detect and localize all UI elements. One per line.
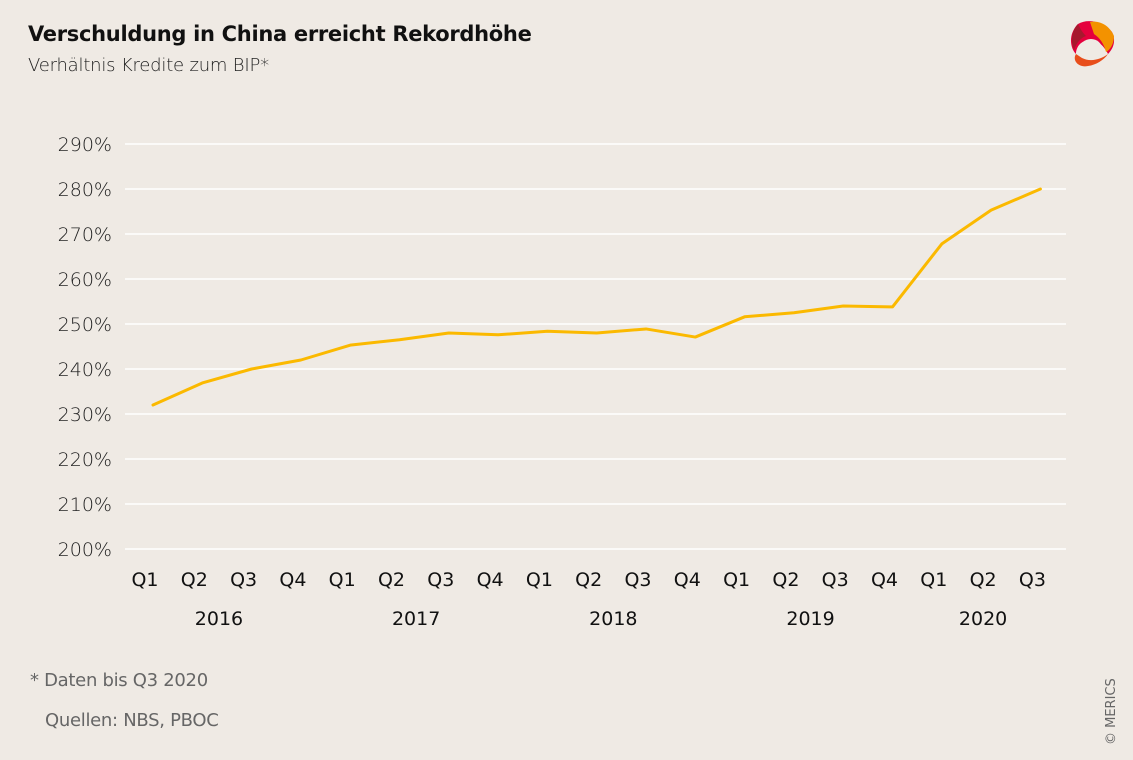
x-year-label: 2016	[195, 608, 243, 630]
x-tick-label: Q3	[230, 569, 257, 591]
x-axis: Q1 Q2 Q3 Q4 Q1 Q2 Q3 Q4 Q1 Q2 Q3 Q4 Q1 Q2 Q3 Q4 Q1 Q2 Q3	[131, 569, 1045, 591]
x-tick-label: Q4	[674, 569, 701, 591]
y-tick-label: 220%	[58, 449, 112, 471]
x-year-label: 2020	[959, 608, 1007, 630]
x-axis-years: 2016 2017 2018 2019 2020	[195, 608, 1008, 630]
copyright-credit: © MERICS	[1104, 678, 1119, 745]
line-chart: 200% 210% 220% 230% 240% 250% 260% 270% 280% 290%…	[58, 134, 1066, 630]
series-line	[151, 187, 1042, 407]
x-tick-label: Q1	[526, 569, 553, 591]
y-tick-label: 250%	[58, 314, 112, 336]
x-tick-label: Q2	[181, 569, 208, 591]
x-tick-label: Q2	[772, 569, 799, 591]
x-tick-label: Q3	[1019, 569, 1046, 591]
x-tick-label: Q3	[822, 569, 849, 591]
x-tick-label: Q3	[624, 569, 651, 591]
x-year-label: 2019	[786, 608, 834, 630]
chart-subtitle: Verhältnis Kredite zum BIP*	[28, 55, 269, 76]
x-tick-label: Q4	[477, 569, 504, 591]
y-tick-label: 270%	[58, 224, 112, 246]
y-tick-label: 210%	[58, 494, 112, 516]
y-tick-label: 230%	[58, 404, 112, 426]
x-tick-label: Q1	[131, 569, 158, 591]
x-tick-label: Q3	[427, 569, 454, 591]
chart-title: Verschuldung in China erreicht Rekordhöh…	[28, 22, 532, 46]
merics-logo-icon	[1071, 21, 1115, 67]
y-tick-label: 260%	[58, 269, 112, 291]
x-year-label: 2018	[589, 608, 637, 630]
x-tick-label: Q4	[871, 569, 898, 591]
y-axis: 200% 210% 220% 230% 240% 250% 260% 270% 280% 290%	[58, 134, 112, 561]
x-tick-label: Q4	[279, 569, 306, 591]
x-tick-label: Q1	[920, 569, 947, 591]
y-tick-label: 280%	[58, 179, 112, 201]
source-note: Quellen: NBS, PBOC	[45, 710, 219, 731]
footnote: * Daten bis Q3 2020	[30, 670, 208, 691]
x-tick-label: Q2	[575, 569, 602, 591]
gridlines	[125, 143, 1066, 550]
x-tick-label: Q1	[723, 569, 750, 591]
y-tick-label: 200%	[58, 539, 112, 561]
x-tick-label: Q2	[970, 569, 997, 591]
series-layer	[151, 187, 1042, 407]
y-tick-label: 290%	[58, 134, 112, 156]
x-year-label: 2017	[392, 608, 440, 630]
y-tick-label: 240%	[58, 359, 112, 381]
x-tick-label: Q2	[378, 569, 405, 591]
x-tick-label: Q1	[329, 569, 356, 591]
